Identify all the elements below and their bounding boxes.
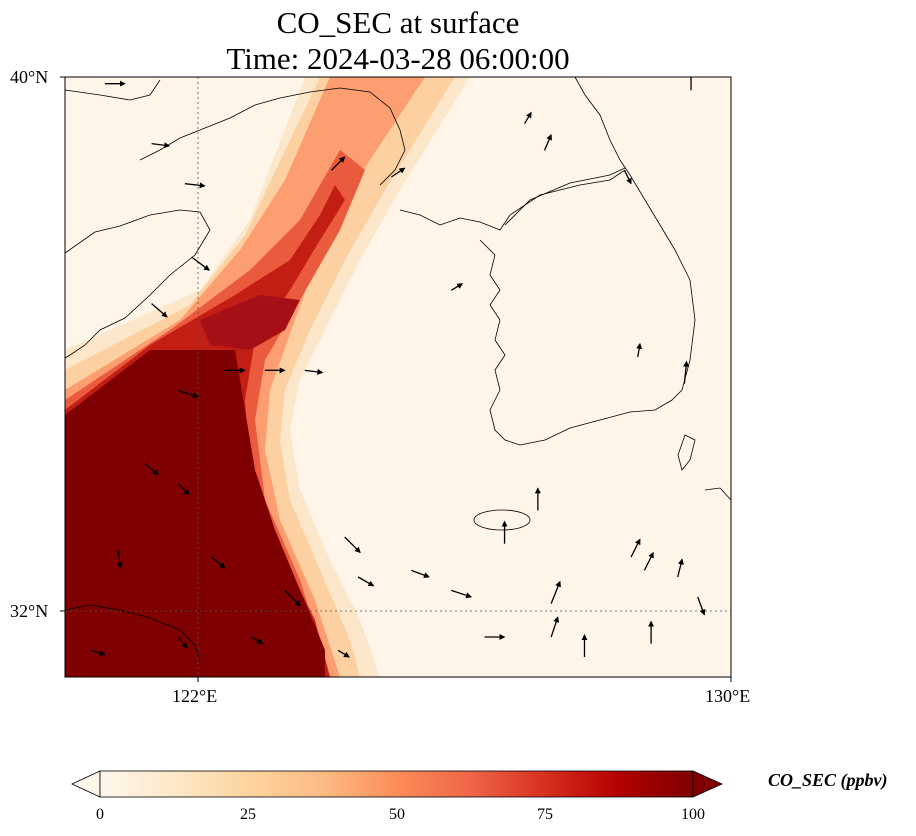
wind-vector-39 — [177, 636, 188, 649]
coastline-korea-west — [479, 239, 521, 446]
map-area — [65, 77, 731, 677]
wind-vector-8 — [304, 368, 324, 375]
jeju-island — [473, 509, 531, 531]
wind-vector-11 — [211, 556, 226, 569]
map-subtitle-time: Time: 2024-03-28 06:00:00 — [226, 41, 570, 76]
lon-label-122E: 122°E — [172, 686, 218, 706]
colorbar-tick-25: 25 — [240, 806, 256, 823]
wind-vector-9 — [144, 463, 159, 476]
colorbar-tick-0: 0 — [96, 806, 104, 823]
wind-vector-21 — [543, 134, 552, 151]
coastlines — [65, 77, 731, 661]
wind-vector-10 — [177, 483, 190, 496]
coastline-shandong — [65, 209, 211, 359]
colorbar-extend-min — [71, 770, 101, 798]
map-frame — [64, 76, 732, 678]
wind-vector-2 — [184, 182, 206, 189]
co-field-core-nw — [200, 295, 300, 350]
wind-vector-17 — [330, 156, 346, 171]
boundary-nk-china — [504, 167, 626, 226]
colorbar-tick-100: 100 — [681, 806, 705, 823]
wind-vector-25 — [683, 360, 690, 384]
wind-vector-31 — [677, 558, 684, 578]
wind-vector-40 — [91, 649, 106, 656]
colorbar-tick-50: 50 — [389, 806, 405, 823]
coastline-korea-north-west — [399, 169, 626, 231]
lat-label-40N: 40°N — [10, 67, 49, 87]
wind-vectors — [91, 77, 706, 658]
wind-vector-19 — [450, 283, 464, 291]
wind-vector-14 — [357, 576, 375, 587]
wind-vector-1 — [151, 142, 171, 149]
wind-vector-37 — [337, 649, 350, 658]
wind-vector-29 — [630, 538, 641, 558]
wind-vector-3 — [191, 256, 210, 271]
coastline-korea-east — [574, 77, 696, 391]
coastline-liaodong — [139, 87, 406, 186]
wind-vector-28 — [550, 580, 561, 604]
wind-vector-16 — [451, 589, 473, 599]
wind-vector-24 — [636, 342, 643, 358]
colorbar-tick-75: 75 — [537, 806, 553, 823]
colorbar-gradient — [99, 770, 694, 798]
coastline-tsushima — [677, 434, 696, 471]
map-title: CO_SEC at surface — [276, 5, 520, 40]
lon-label-130E: 130°E — [705, 686, 751, 706]
wind-vector-22 — [623, 170, 632, 185]
lat-label-32N: 32°N — [10, 601, 49, 621]
colorbar-extend-max — [692, 770, 723, 798]
coastline-bohai-north — [65, 79, 161, 101]
wind-vector-4 — [151, 303, 168, 318]
wind-vector-5 — [178, 389, 199, 399]
colorbar — [71, 770, 723, 798]
wind-vector-13 — [344, 536, 361, 554]
wind-vector-18 — [390, 167, 406, 178]
wind-vector-38 — [251, 636, 264, 645]
wind-vector-20 — [523, 111, 532, 125]
co-field-level-100 — [65, 350, 325, 677]
wind-vector-12 — [284, 589, 301, 607]
coastline-korea-south — [519, 389, 683, 446]
colorbar-label: CO_SEC (ppbv) — [768, 770, 888, 790]
wind-vector-15 — [411, 569, 430, 578]
coastline-yangtze — [65, 604, 201, 661]
wind-vector-35 — [550, 616, 560, 638]
wind-vector-41 — [116, 550, 123, 569]
coastline-kyushu — [704, 487, 731, 501]
wind-vector-32 — [697, 596, 706, 616]
wind-vector-30 — [643, 551, 654, 571]
